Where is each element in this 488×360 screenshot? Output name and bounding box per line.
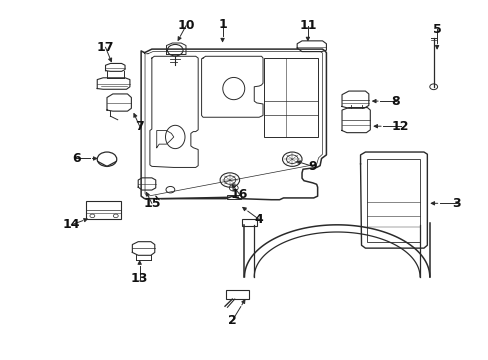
Text: 11: 11	[299, 19, 316, 32]
Text: 13: 13	[131, 272, 148, 285]
Bar	[264, 58, 317, 137]
Text: 10: 10	[177, 19, 194, 32]
Text: 7: 7	[135, 120, 144, 133]
Text: 15: 15	[143, 197, 160, 210]
Text: 12: 12	[391, 120, 408, 133]
Bar	[242, 219, 256, 226]
Bar	[226, 195, 240, 199]
Bar	[225, 290, 249, 299]
Text: 16: 16	[230, 188, 248, 201]
Text: 4: 4	[254, 213, 263, 226]
Text: 17: 17	[97, 41, 114, 54]
Text: 1: 1	[218, 18, 226, 31]
Text: 3: 3	[451, 197, 460, 210]
Text: 5: 5	[432, 23, 441, 36]
Text: 8: 8	[390, 95, 399, 108]
Bar	[86, 201, 121, 220]
Text: 2: 2	[227, 314, 236, 327]
Text: 6: 6	[72, 152, 81, 165]
Text: 9: 9	[308, 160, 316, 173]
Bar	[366, 159, 419, 242]
Text: 14: 14	[62, 218, 80, 231]
